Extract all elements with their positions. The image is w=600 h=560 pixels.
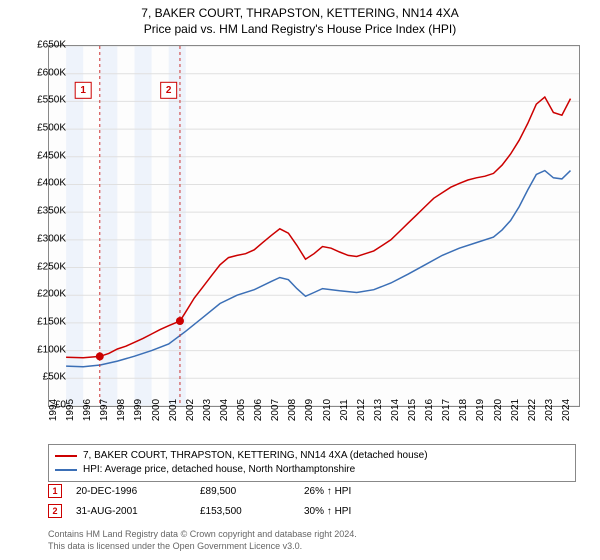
x-tick-label: 2001 [168,399,179,421]
y-tick-label: £500K [37,123,66,134]
x-tick-label: 2000 [151,399,162,421]
y-tick-label: £400K [37,178,66,189]
y-tick-label: £600K [37,67,66,78]
y-tick-label: £250K [37,261,66,272]
legend-row: HPI: Average price, detached house, Nort… [55,463,569,477]
x-tick-label: 2023 [544,399,555,421]
legend-text: HPI: Average price, detached house, Nort… [83,463,355,477]
svg-text:1: 1 [80,85,86,96]
x-tick-label: 2022 [527,399,538,421]
table-row: 2 31-AUG-2001 £153,500 30% ↑ HPI [48,504,576,518]
x-tick-label: 2003 [202,399,213,421]
sale-price: £153,500 [200,506,290,517]
y-tick-label: £650K [37,40,66,51]
sale-date: 20-DEC-1996 [76,486,186,497]
legend-box: 7, BAKER COURT, THRAPSTON, KETTERING, NN… [48,444,576,482]
chart-svg: 12 [49,46,579,406]
sale-price: £89,500 [200,486,290,497]
title-address: 7, BAKER COURT, THRAPSTON, KETTERING, NN… [0,6,600,20]
sale-delta: 26% ↑ HPI [304,486,394,497]
y-tick-label: £550K [37,95,66,106]
x-tick-label: 2009 [304,399,315,421]
x-tick-label: 2020 [493,399,504,421]
chart-container: 7, BAKER COURT, THRAPSTON, KETTERING, NN… [0,0,600,560]
y-tick-label: £100K [37,344,66,355]
x-tick-label: 2007 [270,399,281,421]
y-tick-label: £200K [37,289,66,300]
sale-delta: 30% ↑ HPI [304,506,394,517]
table-row: 1 20-DEC-1996 £89,500 26% ↑ HPI [48,484,576,498]
x-tick-label: 1997 [99,399,110,421]
footer-attribution: Contains HM Land Registry data © Crown c… [48,528,357,552]
title-subtitle: Price paid vs. HM Land Registry's House … [0,22,600,36]
y-tick-label: £450K [37,150,66,161]
x-tick-label: 2010 [322,399,333,421]
x-tick-label: 2021 [510,399,521,421]
title-block: 7, BAKER COURT, THRAPSTON, KETTERING, NN… [0,0,600,36]
x-tick-label: 1999 [133,399,144,421]
x-tick-label: 2011 [339,399,350,421]
y-tick-label: £350K [37,206,66,217]
x-tick-label: 1996 [82,399,93,421]
x-tick-label: 2024 [561,399,572,421]
x-tick-label: 2015 [407,399,418,421]
marker-box: 2 [48,504,62,518]
x-tick-label: 1995 [65,399,76,421]
legend-swatch [55,469,77,471]
x-tick-label: 1994 [48,399,59,421]
x-tick-label: 2005 [236,399,247,421]
x-tick-label: 2013 [373,399,384,421]
y-tick-label: £50K [43,372,66,383]
x-tick-label: 2012 [356,399,367,421]
x-tick-label: 2014 [390,399,401,421]
svg-text:2: 2 [166,85,172,96]
y-tick-label: £150K [37,316,66,327]
chart-plot-area: 12 [48,45,580,407]
footer-line: This data is licensed under the Open Gov… [48,540,357,552]
x-tick-label: 2008 [287,399,298,421]
x-tick-label: 2004 [219,399,230,421]
marker-box: 1 [48,484,62,498]
y-tick-label: £300K [37,233,66,244]
sale-date: 31-AUG-2001 [76,506,186,517]
legend-row: 7, BAKER COURT, THRAPSTON, KETTERING, NN… [55,449,569,463]
x-tick-label: 2019 [475,399,486,421]
legend-text: 7, BAKER COURT, THRAPSTON, KETTERING, NN… [83,449,428,463]
x-tick-label: 2018 [458,399,469,421]
x-tick-label: 2016 [424,399,435,421]
footer-line: Contains HM Land Registry data © Crown c… [48,528,357,540]
x-tick-label: 2017 [441,399,452,421]
x-tick-label: 2006 [253,399,264,421]
x-tick-label: 2002 [185,399,196,421]
sales-table: 1 20-DEC-1996 £89,500 26% ↑ HPI 2 31-AUG… [48,484,576,524]
legend-swatch [55,455,77,457]
x-tick-label: 1998 [116,399,127,421]
